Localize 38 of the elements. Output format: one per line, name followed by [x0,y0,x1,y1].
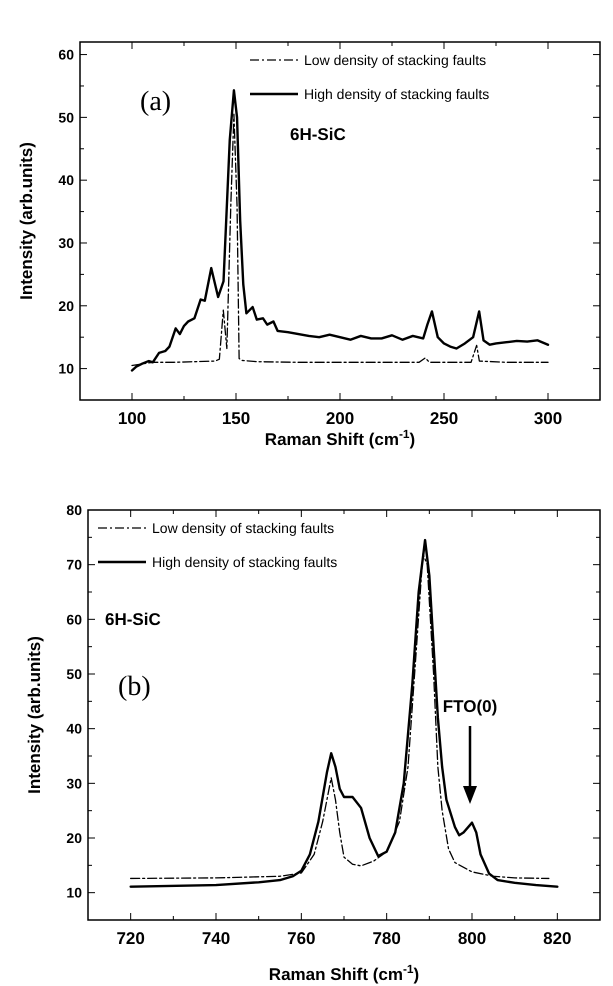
x-tick-label: 800 [458,929,486,948]
legend-label: High density of stacking faults [304,86,490,102]
legend-label: Low density of stacking faults [152,520,334,536]
y-tick-label: 50 [66,666,82,682]
annotation: (a) [140,86,172,117]
x-tick-label: 720 [116,929,145,948]
y-axis-title: Intensity (arb.units) [17,142,36,300]
y-tick-label: 30 [66,775,82,792]
y-tick-label: 20 [58,298,74,314]
x-axis-title: Raman Shift (cm$^{-1}$) [268,962,420,984]
x-tick-label: 300 [534,409,562,428]
y-tick-label: 60 [58,46,74,63]
y-tick-label: 10 [66,884,82,901]
y-tick-label: 30 [58,234,74,251]
x-tick-label: 150 [222,409,250,428]
x-tick-label: 740 [202,929,230,948]
annotation: 6H-SiC [290,125,346,144]
annotation: (b) [118,671,151,702]
y-tick-label: 40 [58,172,74,188]
x-tick-label: 780 [372,929,401,948]
y-tick-label: 80 [66,502,82,518]
annotation: 6H-SiC [105,610,161,629]
x-tick-label: 760 [287,929,316,948]
x-axis-title: Raman Shift (cm$^{-1}$) [264,427,416,449]
y-axis-title: Intensity (arb.units) [25,636,44,794]
x-tick-label: 100 [118,409,146,428]
y-tick-label: 20 [66,830,82,846]
annotation: FTO(0) [442,697,498,716]
x-tick-label: 250 [430,409,458,428]
x-tick-label: 820 [543,929,572,948]
y-tick-label: 50 [58,109,74,126]
legend-label: Low density of stacking faults [304,52,486,68]
y-tick-label: 70 [66,556,82,573]
y-tick-label: 60 [66,611,82,628]
x-tick-label: 200 [326,409,354,428]
y-tick-label: 40 [66,720,82,737]
y-tick-label: 10 [58,360,74,377]
legend-label: High density of stacking faults [152,554,338,570]
